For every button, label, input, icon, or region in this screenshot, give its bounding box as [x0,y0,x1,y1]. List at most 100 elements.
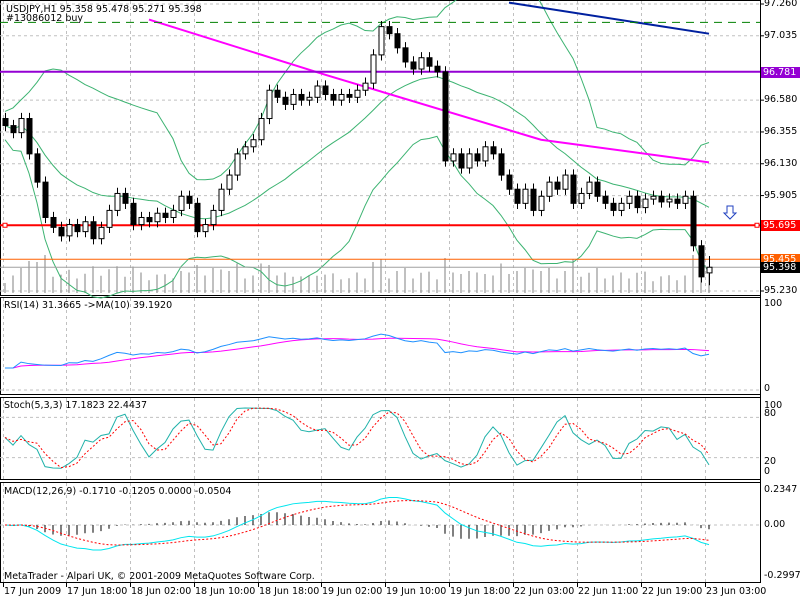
candle-bull [466,153,473,169]
candle-bear [610,202,617,211]
candle-bull [682,195,689,204]
candle-bull [362,82,369,91]
candle-bear [90,221,97,240]
candle-bear [514,188,521,204]
candle-bull [642,198,649,209]
candle-bull [178,195,185,211]
rsi-title: RSI(14) 31.3665 ->MA(10) 39.1920 [4,300,173,311]
candle-bull [626,195,633,204]
candle-bear [186,195,193,204]
macd-tick-label: -0.2997 [764,570,800,581]
macd-title: MACD(12,26,9) -0.1710 -0.1205 0.0000 -0.… [4,486,232,497]
candle-bull [98,226,105,240]
candle-bull [538,195,545,211]
candle-bear [42,181,49,218]
price-tick-label: 95.905 [764,189,798,201]
bid-line-price-tag: 95.398 [761,262,800,274]
time-tick-label: 17 Jun 2009 [4,586,62,597]
candle-bear [658,195,665,203]
candle-bull [666,198,673,203]
candle-bull [354,89,361,98]
candle-bear [26,118,33,155]
candle-bear [634,195,641,209]
stoch-main-line [4,407,710,469]
candle-bear [58,226,65,237]
stoch-tick-label: 100 [764,400,783,411]
candle-bull [650,195,657,200]
candle-bear [162,212,169,218]
stoch-tick-label: 80 [764,408,777,419]
candle-bear [498,153,505,176]
candle-bear [602,195,609,204]
candle-bear [506,174,513,190]
stoch-tick-label: 0 [764,466,771,477]
moving-average-blue [508,1,710,35]
candle-bull [706,266,713,274]
candle-bear [10,125,17,134]
candle-bear [570,174,577,204]
candle-bull [450,153,457,162]
candle-bear [386,26,393,35]
candle-bull [266,89,273,120]
stoch-signal-line [4,407,710,469]
macd-tick-label: 0.2347 [764,484,798,495]
candle-bear [690,195,697,247]
candle-bear [434,65,441,73]
candle-bear [698,245,705,278]
candle-bull [290,93,297,105]
candle-bull [258,118,265,141]
macd-signal-line [4,500,710,546]
candle-bull [170,209,177,218]
candle-bull [18,118,25,134]
candle-bear [410,61,417,70]
candle-bear [426,57,433,67]
stoch-title: Stoch(5,3,3) 17.1823 22.4437 [4,400,148,411]
candle-bear [530,188,537,211]
candle-bull [306,96,313,101]
order-marker [754,222,760,228]
rsi-tick-label: 0 [764,383,771,394]
candle-bull [202,224,209,233]
price-tick-label: 96.130 [764,157,798,169]
time-tick-label: 17 Jun 18:00 [67,586,128,597]
candle-bear [490,146,497,155]
time-tick-label: 18 Jun 02:00 [131,586,192,597]
down-arrow-icon [722,205,738,220]
candle-bull [546,181,553,197]
bollinger-middle [4,76,710,220]
rsi-line [5,333,710,369]
candle-bear [554,181,561,190]
candle-bear [394,33,401,49]
candle-bear [330,93,337,101]
candle-bear [594,181,601,197]
candle-bull [234,153,241,176]
candle-bull [218,188,225,211]
time-tick-label: 22 Jun 03:00 [514,586,575,597]
order-label: #13086012 buy [6,13,84,24]
candle-bear [122,192,129,204]
stoch-tick-label: 20 [764,456,777,467]
time-tick-label: 18 Jun 18:00 [259,586,320,597]
copyright-text: MetaTrader - Alpari UK, © 2001-2009 Meta… [4,571,315,582]
price-tick-label: 96.580 [764,94,798,106]
ask-line-price-tag: 95.455 [761,254,800,266]
candle-bear [474,153,481,162]
candle-bear [402,47,409,63]
price-tick-label: 97.035 [764,29,798,41]
candle-bear [274,89,281,98]
time-tick-label: 18 Jun 10:00 [195,586,256,597]
candle-bull [82,221,89,233]
candle-bull [226,174,233,190]
candle-bull [250,139,257,148]
candle-bear [282,96,289,105]
candle-bull [314,85,321,98]
candle-bull [338,93,345,101]
candle-bear [146,216,153,223]
candle-bull [66,224,73,237]
red-line-price-tag: 95.695 [761,220,800,232]
time-tick-label: 22 Jun 11:00 [578,586,639,597]
time-tick-label: 22 Jun 19:00 [642,586,703,597]
candle-bear [458,153,465,169]
candle-bull [586,181,593,194]
